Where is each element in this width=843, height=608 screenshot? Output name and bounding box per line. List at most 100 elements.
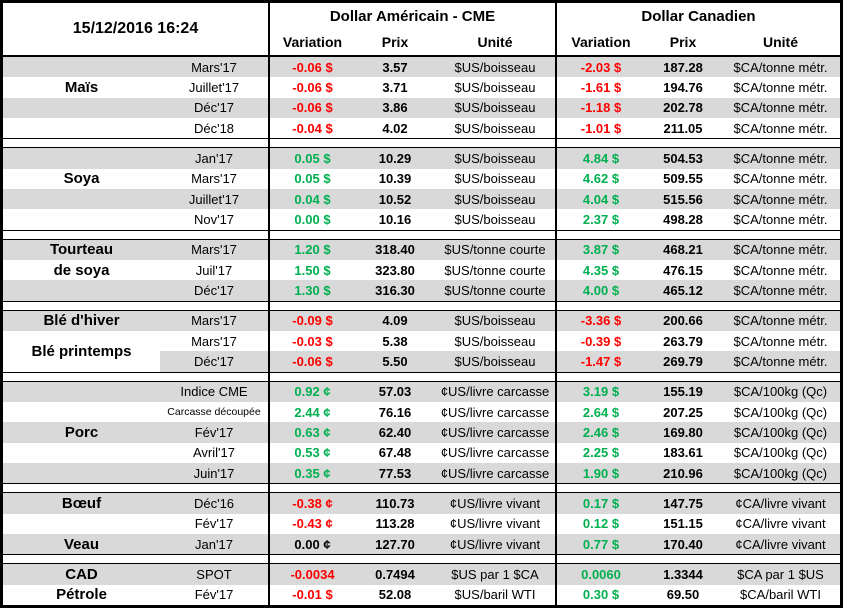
us-unit-label: ¢US/livre carcasse (440, 465, 550, 481)
us-variation-value: 2.44 ¢ (268, 401, 355, 423)
us-unit-label: $US/boisseau (454, 59, 536, 75)
price-row: Avril'17 0.53 ¢ 67.48 ¢US/livre carcasse… (3, 442, 840, 463)
us-price-value: 62.40 (378, 424, 412, 440)
ca-variation-value: 0.30 $ (555, 584, 645, 605)
ca-column-headers: Variation Prix Unité (557, 29, 840, 55)
table-header: 15/12/2016 16:24 Dollar Américain - CME … (3, 3, 840, 57)
us-unit-label: $US/boisseau (454, 333, 536, 349)
price-row: Bœuf Déc'16 -0.38 ¢ 110.73 ¢US/livre viv… (3, 493, 840, 514)
us-unit-label: ¢US/livre carcasse (440, 445, 550, 461)
section-separator (3, 300, 840, 311)
separator-ca-segment (555, 139, 840, 148)
ca-unit-label: $CA par 1 $US (737, 566, 824, 582)
price-row: Déc'17 -0.06 $ 5.50 $US/boisseau -1.47 $… (3, 351, 840, 372)
separator-ca-segment (555, 301, 840, 310)
us-variation-value: -0.06 $ (268, 77, 355, 98)
ca-unit-label: $CA/tonne métr. (733, 191, 828, 207)
ca-unit-label: $CA/100kg (Qc) (733, 404, 828, 420)
separator-left-segment (3, 139, 268, 147)
ca-variation-value: 4.00 $ (555, 280, 645, 301)
ca-unit-label: $CA/tonne métr. (733, 282, 828, 298)
ca-unit-label: ¢CA/livre vivant (735, 516, 826, 532)
ca-price-value: 69.50 (666, 587, 700, 603)
ca-unit-label: $CA/tonne métr. (733, 242, 828, 258)
separator-left-segment (3, 484, 268, 492)
us-price-value: 76.16 (378, 404, 412, 420)
separator-us-segment (268, 301, 555, 310)
ca-variation-value: 2.25 $ (555, 442, 645, 463)
ca-unit-label: $CA/tonne métr. (733, 353, 828, 369)
us-price-value: 77.53 (378, 465, 412, 481)
us-price-value: 4.02 (382, 120, 408, 136)
ca-variation-value: 1.90 $ (555, 462, 645, 484)
contract-month: Déc'17 (193, 353, 235, 369)
price-row: Soya Mars'17 0.05 $ 10.39 $US/boisseau 4… (3, 168, 840, 189)
ca-variation-value: 4.62 $ (555, 168, 645, 189)
us-unit-label: $US/boisseau (454, 79, 536, 95)
us-price-value: 127.70 (375, 536, 415, 552)
us-price-value: 52.08 (378, 587, 412, 603)
separator-ca-segment (555, 372, 840, 381)
ca-variation-value: 4.04 $ (555, 188, 645, 210)
us-price-value: 3.57 (382, 59, 408, 75)
ca-price-value: 504.53 (663, 150, 703, 166)
us-unit-label: $US/tonne courte (444, 242, 546, 258)
ca-unit-label: $CA/tonne métr. (733, 120, 828, 136)
us-variation-value: -0.43 ¢ (268, 513, 355, 534)
ca-variation-value: 0.12 $ (555, 513, 645, 534)
contract-month: Mars'17 (191, 313, 237, 329)
commodity-label: Blé d'hiver (43, 312, 120, 330)
us-column-headers: Variation Prix Unité (270, 29, 555, 55)
commodity-label: Blé printemps (31, 342, 132, 360)
price-table-body: Mars'17 -0.06 $ 3.57 $US/boisseau -2.03 … (3, 57, 840, 605)
price-row: Fév'17 -0.43 ¢ 113.28 ¢US/livre vivant 0… (3, 513, 840, 534)
ca-variation-value: 3.87 $ (555, 239, 645, 260)
us-price-value: 318.40 (375, 242, 415, 258)
ca-unit-header: Unité (763, 34, 798, 50)
ca-variation-value: 2.64 $ (555, 401, 645, 423)
us-unit-label: $US/boisseau (454, 313, 536, 329)
section-separator (3, 371, 840, 382)
ca-variation-value: 4.35 $ (555, 259, 645, 281)
us-variation-value: 0.92 ¢ (268, 381, 355, 402)
us-price-value: 10.52 (378, 191, 412, 207)
us-unit-label: $US par 1 $CA (451, 566, 539, 582)
ca-unit-label: $CA/100kg (Qc) (733, 424, 828, 440)
ca-variation-value: -3.36 $ (555, 310, 645, 331)
us-price-value: 0.7494 (375, 566, 415, 582)
us-variation-value: 0.35 ¢ (268, 462, 355, 484)
price-row: CAD SPOT -0.0034 0.7494 $US par 1 $CA 0.… (3, 564, 840, 585)
price-row: Déc'17 1.30 $ 316.30 $US/tonne courte 4.… (3, 280, 840, 301)
contract-month: Mars'17 (191, 59, 237, 75)
us-unit-label: $US/boisseau (454, 100, 536, 116)
ca-unit-label: $CA/tonne métr. (733, 100, 828, 116)
us-price-value: 323.80 (375, 262, 415, 278)
price-row: Juin'17 0.35 ¢ 77.53 ¢US/livre carcasse … (3, 462, 840, 484)
ca-unit-label: $CA/100kg (Qc) (733, 465, 828, 481)
commodity-label (3, 148, 160, 168)
commodity-label (3, 209, 160, 229)
us-variation-value: 0.05 $ (268, 168, 355, 189)
ca-variation-value: 3.19 $ (555, 381, 645, 402)
ca-price-value: 187.28 (663, 59, 703, 75)
us-price-value: 316.30 (375, 282, 415, 298)
us-unit-header: Unité (477, 34, 513, 50)
contract-month: Fév'17 (194, 587, 234, 603)
ca-dollar-group: Dollar Canadien Variation Prix Unité (555, 3, 840, 55)
us-unit-label: $US/tonne courte (444, 262, 546, 278)
separator-us-segment (268, 484, 555, 493)
us-variation-value: 1.30 $ (268, 280, 355, 301)
ca-price-value: 147.75 (663, 495, 703, 511)
separator-us-segment (268, 372, 555, 381)
us-price-value: 5.38 (382, 333, 408, 349)
ca-unit-label: $CA/tonne métr. (733, 79, 828, 95)
ca-price-value: 263.79 (663, 333, 703, 349)
us-variation-value: 0.00 $ (268, 209, 355, 230)
separator-left-segment (3, 555, 268, 563)
section-separator (3, 554, 840, 565)
price-row: Indice CME 0.92 ¢ 57.03 ¢US/livre carcas… (3, 381, 840, 402)
ca-variation-value: 4.84 $ (555, 148, 645, 169)
contract-month: Déc'16 (193, 495, 235, 511)
commodity-label (3, 280, 160, 300)
price-row: Maïs Juillet'17 -0.06 $ 3.71 $US/boissea… (3, 77, 840, 98)
